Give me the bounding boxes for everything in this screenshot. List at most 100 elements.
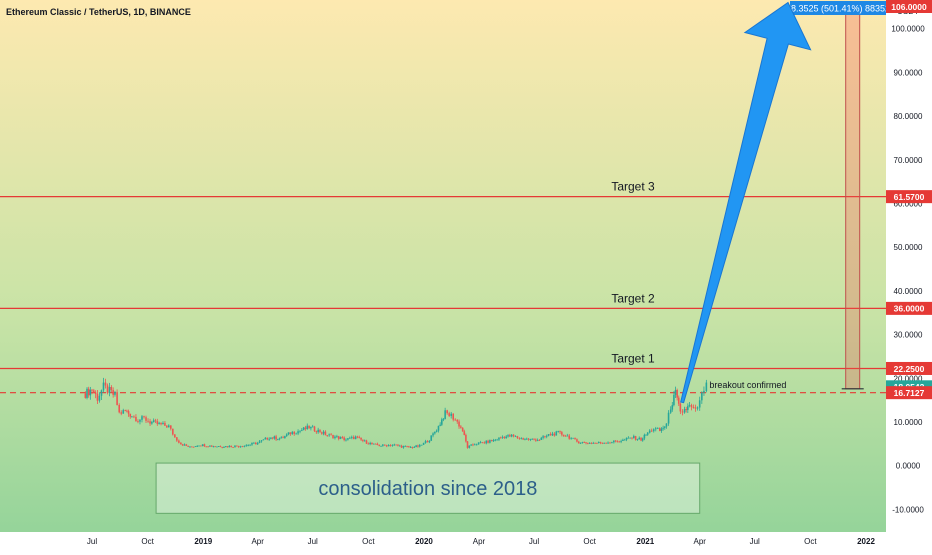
candle-body: [84, 393, 87, 398]
candle-body: [406, 446, 408, 447]
candle-body: [698, 400, 701, 408]
candle-body: [553, 433, 556, 436]
candle-body: [360, 437, 362, 440]
candle-body: [576, 439, 578, 442]
candle-body: [411, 447, 414, 448]
candle-body: [110, 386, 113, 391]
price-axis-tick: 60.0000: [894, 200, 923, 209]
candle-body: [393, 444, 396, 446]
candle-body: [505, 436, 508, 439]
candle-body: [339, 437, 342, 439]
candle-body: [685, 409, 688, 410]
price-tag-box: [886, 301, 932, 315]
candle-body: [572, 437, 574, 439]
candle-body: [400, 445, 403, 448]
candle-body: [108, 386, 111, 393]
candle-body: [667, 412, 670, 424]
candle-body: [465, 434, 467, 442]
candle-body: [498, 437, 500, 440]
candle-body: [245, 445, 248, 447]
candle-body: [358, 437, 361, 438]
candle-body: [531, 438, 534, 440]
price-axis-tick: 90.0000: [894, 68, 923, 77]
candle-body: [622, 439, 624, 442]
candle-body: [154, 420, 157, 422]
candle-body: [302, 427, 305, 431]
candle-body: [264, 437, 267, 440]
price-axis-tick: -10.0000: [892, 505, 924, 514]
candle-body: [568, 435, 571, 439]
candle-body: [185, 444, 188, 446]
price-tag-box: [886, 190, 932, 204]
candle-body: [89, 389, 92, 396]
candle-body: [205, 446, 208, 448]
candle-body: [201, 444, 204, 446]
candle-body: [634, 436, 637, 440]
consolidation-box: [155, 462, 701, 514]
candle-body: [652, 429, 655, 432]
candle-body: [629, 437, 631, 439]
candle-body: [705, 382, 708, 391]
candle-body: [428, 440, 431, 443]
axes-layer: USDT100.000090.000080.000070.000060.0000…: [87, 7, 925, 546]
candle-body: [223, 447, 225, 448]
candle-body: [196, 446, 199, 447]
candle-body: [178, 440, 180, 443]
candle-body: [499, 437, 502, 439]
candle-body: [559, 431, 561, 433]
candle-body: [124, 410, 127, 411]
candle-body: [566, 435, 569, 437]
candle-body: [249, 444, 251, 446]
projection-label-box: [790, 1, 886, 15]
candle-body: [369, 442, 371, 445]
candle-body: [466, 441, 469, 448]
candle-body: [485, 440, 488, 444]
candle-body: [308, 425, 310, 429]
candle-body: [643, 434, 646, 439]
candle-body: [625, 437, 628, 440]
time-axis-tick: 2022: [857, 537, 875, 546]
candle-body: [380, 445, 382, 447]
candle-body: [198, 445, 200, 447]
annotations-layer: 88.3525 (501.41%) 88352 breakout confirme…: [680, 1, 890, 404]
candle-body: [439, 424, 441, 426]
candle-body: [588, 442, 591, 444]
candle-body: [176, 437, 178, 441]
candle-body: [509, 435, 511, 437]
candle-body: [313, 426, 316, 432]
candle-body: [253, 442, 255, 444]
price-axis-tick: 10.0000: [894, 418, 923, 427]
candle-body: [271, 437, 274, 439]
candle-body: [645, 434, 647, 436]
candle-body: [228, 445, 231, 448]
plot-background: [0, 0, 886, 532]
time-axis-background: [0, 532, 932, 550]
candle-body: [533, 438, 535, 440]
candle-body: [444, 410, 446, 419]
price-tag-label: 22.2500: [894, 364, 925, 374]
candle-body: [599, 441, 602, 443]
candle-body: [243, 445, 246, 447]
candle-body: [127, 411, 130, 414]
time-axis-tick: Jul: [529, 537, 539, 546]
candle-body: [98, 395, 101, 401]
price-tag-box: [886, 0, 932, 13]
price-tag-box: [886, 361, 932, 375]
candle-body: [620, 441, 622, 442]
time-axis-tick: Jul: [87, 537, 97, 546]
time-axis-tick: Oct: [141, 537, 154, 546]
candle-body: [551, 433, 554, 436]
time-axis-tick: Oct: [362, 537, 375, 546]
candle-body: [468, 445, 471, 448]
candle-body: [170, 425, 172, 429]
candle-body: [207, 446, 209, 448]
candle-body: [395, 444, 397, 446]
time-axis-tick: Jul: [750, 537, 760, 546]
candle-body: [681, 411, 684, 413]
candle-body: [277, 439, 279, 441]
candle-body: [319, 429, 321, 433]
candle-body: [581, 442, 584, 443]
candle-body: [122, 410, 125, 414]
candle-body: [529, 438, 532, 440]
candle-body: [311, 426, 314, 428]
